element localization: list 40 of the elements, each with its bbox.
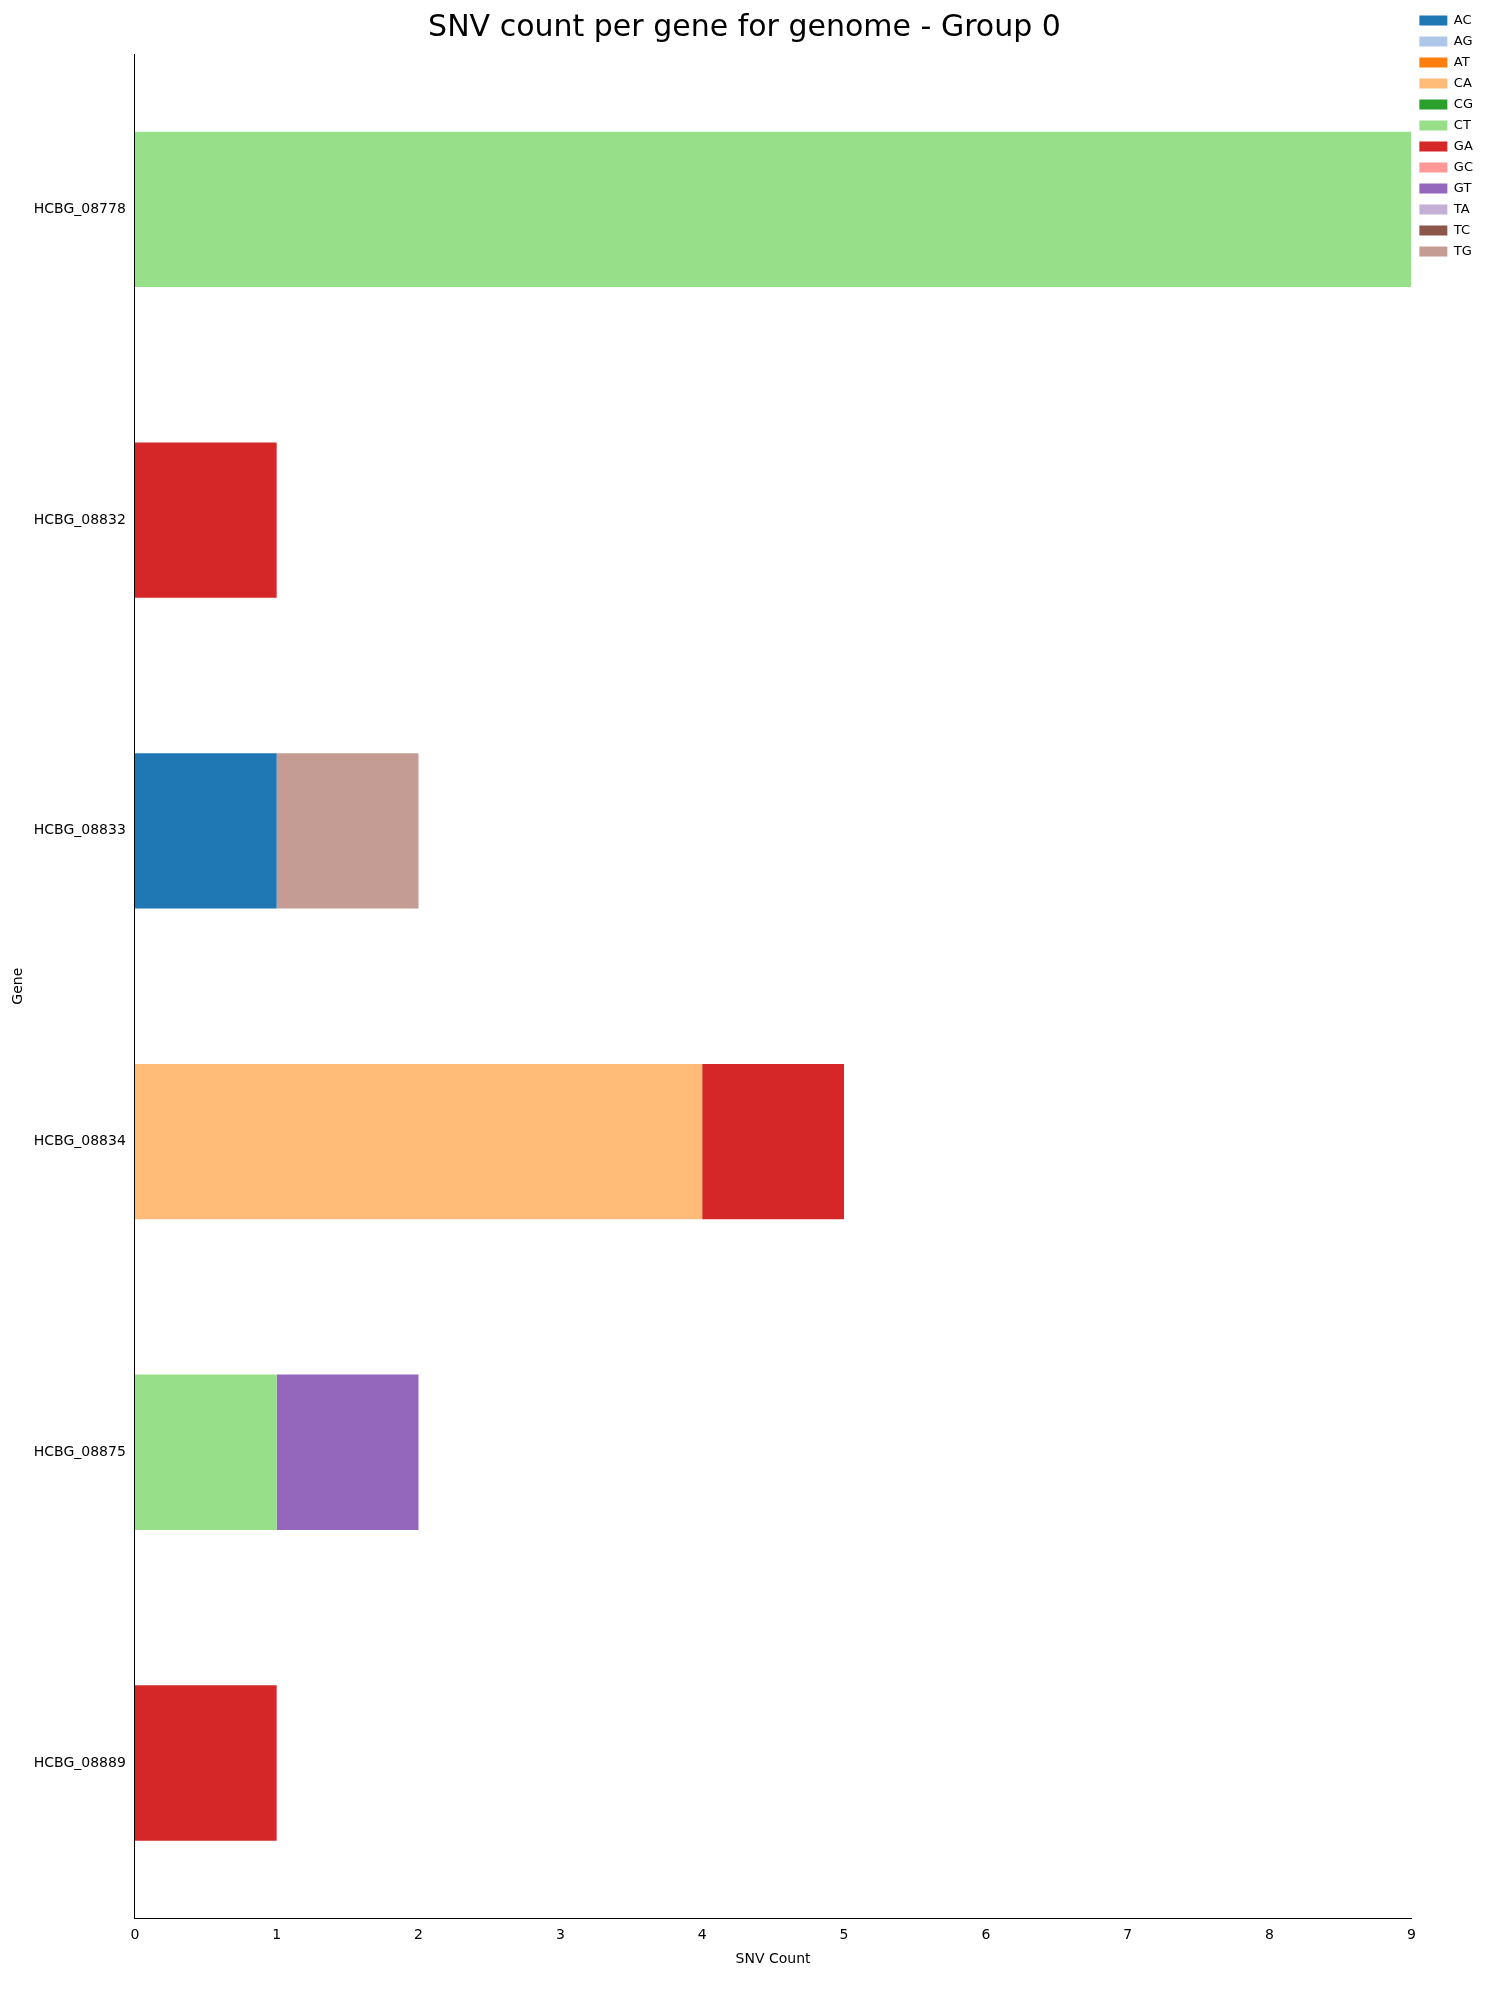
x-tick-label: 5 [839,1926,849,1943]
legend-label: TC [1452,221,1471,237]
legend-label: AC [1453,11,1472,27]
legend-label: CG [1453,95,1474,111]
legend-label: GT [1453,179,1472,195]
legend-label: TG [1452,242,1472,258]
x-axis-title: SNV Count [735,1950,812,1967]
legend-label: CA [1453,74,1472,90]
chart-title: SNV count per gene for genome - Group 0 [428,7,1061,43]
y-tick-label: HCBG_08778 [33,200,126,217]
x-tick-label: 2 [414,1926,423,1943]
x-tick-label: 8 [1265,1926,1274,1943]
bar [134,753,277,909]
legend-label: AG [1453,32,1473,48]
x-tick-label: 3 [555,1926,565,1943]
y-tick-label: HCBG_08834 [33,1132,126,1149]
y-tick-label: HCBG_08889 [33,1753,126,1770]
x-tick-label: 0 [130,1926,140,1943]
bar [134,442,277,598]
bar [134,131,1412,288]
legend-label: AT [1453,53,1470,69]
y-tick-label: HCBG_08832 [33,510,126,527]
y-tick-label: HCBG_08833 [33,821,126,838]
bar [702,1063,845,1220]
x-tick-label: 4 [697,1926,707,1943]
bar [276,753,419,909]
bar [134,1063,703,1220]
legend-label: GC [1453,158,1474,174]
bar [134,1685,277,1841]
legend-label: CT [1453,116,1471,132]
legend-label: GA [1453,137,1473,153]
x-tick-label: 1 [272,1926,282,1943]
bar [276,1374,419,1530]
x-tick-label: 7 [1123,1926,1133,1943]
x-tick-label: 6 [981,1926,991,1943]
legend-label: TA [1452,200,1470,216]
bar [134,1374,277,1530]
y-axis-title: Gene [9,967,26,1005]
x-tick-label: 9 [1406,1926,1416,1943]
y-tick-label: HCBG_08875 [33,1442,126,1459]
